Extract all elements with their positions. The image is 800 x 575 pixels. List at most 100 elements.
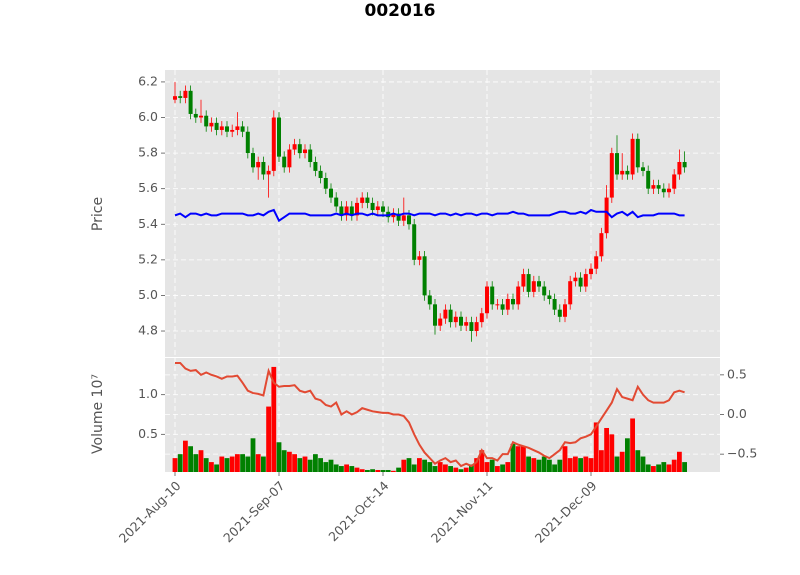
candle-body	[547, 295, 552, 299]
volume-bar	[417, 458, 422, 472]
volume-bar	[219, 456, 225, 472]
volume-bar	[630, 418, 635, 472]
x-tick-label: 2021-Dec-09	[532, 478, 600, 546]
volume-bar	[557, 459, 563, 472]
volume-bar	[495, 466, 500, 472]
volume-axis-label: Volume 10⁷	[90, 374, 106, 454]
volume-bar	[609, 434, 615, 472]
candle-body	[615, 153, 619, 175]
volume-bar	[240, 454, 245, 472]
volume-bar	[235, 454, 240, 472]
candle-body	[235, 126, 240, 130]
volume-bar	[479, 450, 485, 472]
candle-body	[261, 161, 266, 175]
y-axis-label: Price	[90, 197, 106, 231]
candle-body	[412, 224, 417, 260]
candle-body	[334, 197, 339, 207]
volume-bar	[349, 466, 355, 472]
y-tick-label: 6.0	[138, 109, 158, 124]
volume-bar	[651, 466, 656, 472]
volume-bar	[344, 464, 349, 472]
volume-bar	[541, 456, 547, 472]
volume-bar	[333, 464, 339, 472]
candle-body	[573, 277, 578, 282]
volume-bar	[177, 454, 183, 472]
candle-body	[479, 313, 484, 323]
volume-bar	[318, 458, 323, 472]
volume-bar	[635, 450, 641, 472]
volume-bar	[287, 451, 292, 472]
volume-bar	[302, 456, 308, 472]
overlay-line	[174, 208, 685, 223]
candle-body	[245, 131, 250, 154]
candle-body	[651, 185, 656, 189]
candle-body	[609, 153, 614, 198]
y-tick-label: 4.8	[138, 323, 158, 338]
volume-bar	[619, 451, 625, 472]
candle-body	[433, 304, 437, 326]
volume-bar	[671, 459, 677, 472]
volume-bar	[203, 458, 209, 472]
volume-bar	[396, 467, 401, 472]
volume-bar	[385, 470, 391, 472]
y-tick-label: 5.0	[138, 287, 158, 302]
candle-body	[630, 138, 635, 175]
candle-body	[568, 281, 573, 305]
volume-bar	[193, 454, 199, 472]
volume-bar	[531, 458, 537, 472]
candle-body	[230, 129, 235, 132]
candle-body	[370, 202, 375, 211]
volume-bar	[588, 458, 594, 472]
volume-bar	[224, 458, 230, 472]
volume-bar	[229, 456, 235, 472]
candle-body	[526, 274, 531, 292]
volume-bar	[354, 467, 360, 472]
candle-body	[287, 149, 292, 168]
volume-bar	[515, 446, 521, 472]
candle-body	[531, 281, 536, 292]
volume-bar	[245, 456, 251, 472]
candle-body	[682, 161, 687, 168]
volume-bar	[198, 450, 204, 472]
x-tick-label: 2021-Nov-11	[428, 478, 496, 546]
volume-bar	[593, 422, 599, 472]
candle-body	[381, 206, 385, 212]
volume-bar	[552, 464, 557, 472]
y-tick-label: 5.4	[138, 216, 158, 231]
candle-body	[240, 126, 245, 132]
candle-body	[266, 170, 271, 175]
volume-bar	[391, 470, 396, 472]
candle-body	[594, 256, 599, 269]
candle-body	[391, 213, 396, 218]
candle-body	[625, 170, 630, 175]
candle-body	[453, 316, 458, 323]
volume-bar	[583, 456, 589, 472]
candle-body	[407, 215, 411, 225]
y-tick-label: 5.6	[138, 180, 158, 195]
volume-bar	[292, 454, 297, 472]
volume-bar	[505, 462, 511, 472]
candle-body	[511, 298, 515, 305]
volume-bar	[682, 462, 687, 472]
volume-bar	[562, 446, 568, 472]
volume-bar	[666, 464, 672, 472]
volume-bar	[370, 469, 375, 472]
volume-bar	[422, 459, 427, 472]
volume-bar	[266, 406, 271, 472]
volume-bar	[474, 458, 479, 472]
volume-bar	[578, 458, 583, 472]
volume-bar	[469, 464, 474, 472]
volume-bar	[661, 462, 667, 472]
y-tick-label: −0.5	[727, 446, 757, 461]
volume-bar	[484, 462, 490, 472]
volume-bar	[375, 470, 381, 472]
volume-bar	[339, 466, 344, 472]
y-tick-label: 0.5	[727, 366, 747, 381]
volume-bar	[359, 469, 365, 472]
candle-body	[365, 197, 370, 203]
candle-body	[297, 144, 302, 154]
volume-bar	[463, 467, 469, 472]
candle-body	[277, 117, 281, 157]
candle-body	[178, 96, 183, 98]
volume-bar	[453, 467, 459, 472]
